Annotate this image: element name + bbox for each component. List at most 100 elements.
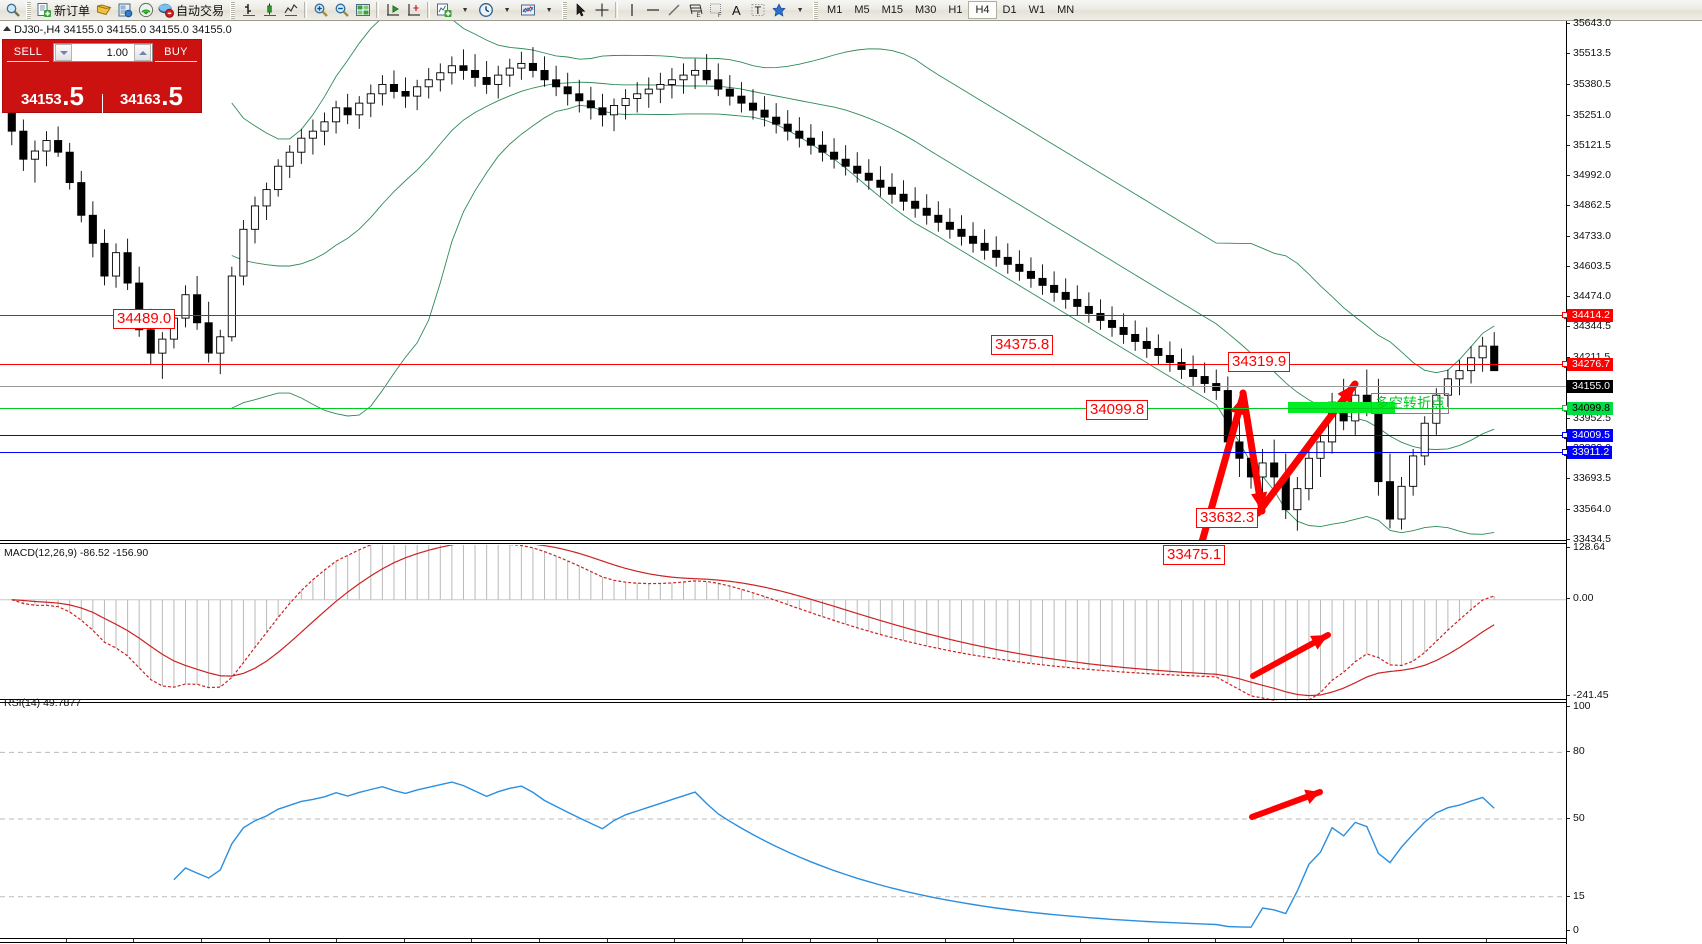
candle [332, 100, 341, 134]
level-handle[interactable] [1562, 312, 1568, 318]
pivot-highlight-bar[interactable] [1288, 402, 1395, 413]
timeframe-m30[interactable]: M30 [915, 4, 937, 16]
one-click-trading-panel[interactable]: SELL 1.00 BUY 34153 .5 34163 .5 [2, 39, 202, 140]
zoom-in-icon[interactable] [311, 1, 330, 20]
timeframe-h1[interactable]: H1 [948, 4, 963, 16]
timeframe-m15[interactable]: M15 [881, 4, 903, 16]
level-handle[interactable] [1562, 361, 1568, 367]
candle [540, 56, 549, 87]
add-indicator-icon[interactable] [434, 1, 453, 20]
timeframe-m1[interactable]: M1 [827, 4, 843, 16]
buy-button[interactable]: BUY [155, 43, 197, 62]
candle [621, 89, 630, 120]
period-icon[interactable] [476, 1, 495, 20]
price-level-34414[interactable]: 34414.2 [1567, 309, 1613, 322]
time-tick-mark [674, 939, 676, 943]
bar-chart-icon[interactable] [239, 1, 258, 20]
price-axis[interactable]: 35643.0 35513.5 35380.5 35251.0 35121.5 34992… [1562, 18, 1702, 944]
price-level-current[interactable]: 34155.0 [1567, 380, 1613, 393]
candle [1050, 271, 1059, 302]
new-order-button[interactable]: 新订单 [35, 1, 92, 20]
period-dropdown[interactable]: ▼ [503, 6, 511, 14]
price-chart[interactable] [0, 21, 1566, 541]
zoom-out-icon[interactable] [332, 1, 351, 20]
add-indicator-dropdown[interactable]: ▼ [461, 6, 469, 14]
level-line-34414[interactable] [0, 313, 1570, 319]
cursor-icon[interactable] [571, 1, 590, 20]
text-label-icon[interactable]: T [748, 1, 767, 20]
volume-increment-button[interactable] [134, 44, 151, 61]
candle [1478, 336, 1487, 372]
shapes-icon[interactable] [769, 1, 788, 20]
candle [1165, 341, 1174, 372]
templates-dropdown[interactable]: ▼ [545, 6, 553, 14]
auto-scroll-icon[interactable] [404, 1, 423, 20]
candlestick-chart-icon[interactable] [260, 1, 279, 20]
price-level-33911[interactable]: 33911.2 [1567, 446, 1613, 459]
candle [1258, 448, 1267, 501]
price-tick: 35251.0 [1567, 109, 1611, 121]
note-turning-point[interactable]: 多空转折点 [1371, 393, 1449, 414]
timeframe-d1[interactable]: D1 [1002, 4, 1017, 16]
level-line-34009[interactable] [0, 433, 1570, 439]
line-chart-icon[interactable] [281, 1, 300, 20]
toolbar-grip-4[interactable] [813, 1, 819, 19]
news-icon[interactable] [115, 1, 134, 20]
timeframe-h4[interactable]: H4 [968, 1, 997, 19]
price-level-34276[interactable]: 34276.7 [1567, 358, 1613, 371]
level-handle[interactable] [1562, 405, 1568, 411]
candle [702, 54, 711, 85]
candle [795, 117, 804, 148]
price-level-34099[interactable]: 34099.8 [1567, 402, 1613, 415]
vline-icon[interactable] [622, 1, 641, 20]
sell-button[interactable]: SELL [7, 43, 49, 62]
signal-icon[interactable] [136, 1, 155, 20]
crosshair-icon[interactable] [592, 1, 611, 20]
level-line-34276[interactable] [0, 362, 1570, 368]
toolbar-grip-2[interactable] [230, 1, 236, 19]
level-line-33911[interactable] [0, 450, 1570, 456]
collapse-triangle-icon[interactable] [3, 26, 11, 31]
volume-stepper[interactable]: 1.00 [53, 43, 153, 62]
label-33475[interactable]: 33475.1 [1163, 545, 1226, 565]
hline-icon[interactable] [643, 1, 662, 20]
chart-shift-icon[interactable] [383, 1, 402, 20]
level-handle[interactable] [1562, 449, 1568, 455]
chart-canvas-area[interactable]: 34489.0 34375.8 34319.9 34099.8 33632.3 … [0, 18, 1702, 944]
label-34319[interactable]: 34319.9 [1228, 352, 1291, 372]
text-icon[interactable]: A [727, 1, 746, 20]
timeframe-m5[interactable]: M5 [854, 4, 870, 16]
folder-icon[interactable] [94, 1, 113, 20]
label-34489[interactable]: 34489.0 [113, 309, 176, 329]
volume-value[interactable]: 1.00 [106, 46, 128, 59]
data-window-icon[interactable] [353, 1, 372, 20]
candle [1385, 453, 1395, 529]
candle [482, 61, 491, 94]
toolbar-grip-3[interactable] [562, 1, 568, 19]
rsi-chart[interactable] [0, 704, 1566, 939]
channel-icon[interactable]: F [706, 1, 725, 20]
timeframe-mn[interactable]: MN [1057, 4, 1075, 16]
candle [1235, 418, 1244, 477]
volume-decrement-button[interactable] [55, 44, 72, 61]
candle [494, 65, 503, 99]
label-33632[interactable]: 33632.3 [1196, 508, 1259, 528]
label-34099[interactable]: 34099.8 [1086, 400, 1149, 420]
sell-price[interactable]: 34153 .5 [3, 66, 102, 110]
level-handle[interactable] [1562, 432, 1568, 438]
macd-chart[interactable] [0, 545, 1566, 701]
trendline-icon[interactable] [664, 1, 683, 20]
new-order-icon [36, 2, 52, 18]
level-line-34099[interactable] [0, 406, 1570, 412]
auto-trading-button[interactable]: 自动交易 [157, 1, 226, 20]
label-34375[interactable]: 34375.8 [991, 335, 1054, 355]
buy-price[interactable]: 34163 .5 [102, 66, 201, 110]
timeframe-w1[interactable]: W1 [1028, 4, 1046, 16]
templates-icon[interactable] [518, 1, 537, 20]
toolbar-grip[interactable] [26, 1, 31, 19]
price-level-34009[interactable]: 34009.5 [1567, 429, 1613, 442]
search-icon[interactable] [3, 1, 22, 20]
shapes-dropdown[interactable]: ▼ [796, 6, 804, 14]
fibonacci-icon[interactable]: E [685, 1, 704, 20]
candle [355, 96, 364, 129]
